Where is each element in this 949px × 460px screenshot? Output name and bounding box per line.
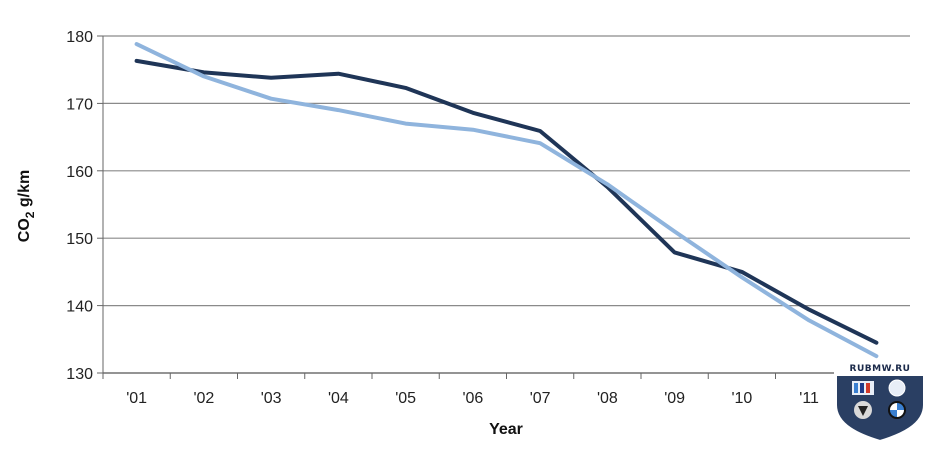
x-tick-label: '01: [126, 390, 147, 407]
x-axis: '01'02'03'04'05'06'07'08'09'10'11'12: [102, 36, 911, 407]
shield-shape: [835, 374, 925, 443]
y-tick-label: 170: [66, 96, 93, 113]
x-tick-label: '03: [261, 390, 282, 407]
y-tick-labels: 130 140 150 160 170 180: [66, 29, 103, 383]
series-line-1: [134, 58, 879, 345]
x-tick-label: '02: [193, 390, 214, 407]
y-axis-title: CO2 g/km: [16, 170, 37, 242]
series-line-2: [134, 42, 879, 359]
x-tick-label: '09: [664, 390, 685, 407]
x-tick-label: '10: [731, 390, 752, 407]
watermark-text: RUBMW.RU: [850, 364, 911, 374]
series-layer: [134, 42, 879, 359]
y-axis-title-subscript: 2: [23, 211, 37, 218]
x-tick-label: '04: [328, 390, 349, 407]
x-tick-label: '11: [799, 390, 819, 407]
x-axis-title: Year: [489, 421, 523, 438]
y-tick-label: 140: [66, 299, 93, 316]
y-tick-label: 130: [66, 366, 93, 383]
x-tick-label: '05: [395, 390, 416, 407]
alpina-badge-icon: [888, 379, 906, 397]
x-tick-label: '07: [530, 390, 551, 407]
x-tick-label: '08: [597, 390, 618, 407]
x-tick-label: '06: [462, 390, 483, 407]
y-tick-label: 180: [66, 29, 93, 46]
rubmw-watermark-logo: RUBMW.RU: [834, 361, 926, 443]
y-tick-label: 160: [66, 164, 93, 181]
watermark-banner: [834, 361, 926, 374]
grid-lines: [103, 35, 910, 374]
y-tick-label: 150: [66, 231, 93, 248]
